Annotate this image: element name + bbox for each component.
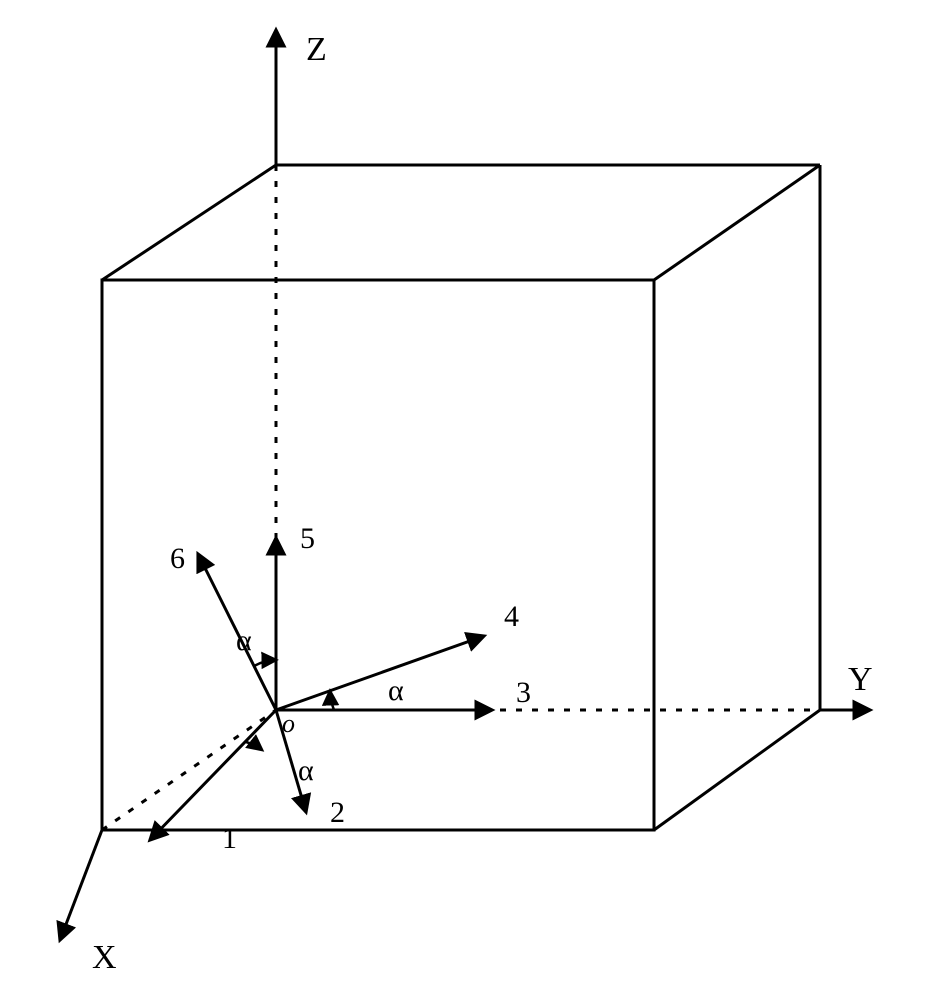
vector-4-label: 4 xyxy=(504,600,519,633)
vector-6-label: 6 xyxy=(170,542,185,575)
vector-1 xyxy=(150,710,276,840)
axis-y-label: Y xyxy=(848,661,873,698)
angle-label-a34: α xyxy=(388,674,404,707)
axis-x xyxy=(60,830,102,940)
axis-x-label: X xyxy=(92,939,117,976)
vector-4 xyxy=(276,636,484,710)
angle-label-a12: α xyxy=(298,754,314,787)
angle-label-a56: α xyxy=(236,624,252,657)
cube-edge-depth-tl xyxy=(102,165,276,280)
angle-arc-a34 xyxy=(330,691,334,710)
cube-edge-depth-br xyxy=(654,710,820,830)
vector-3-label: 3 xyxy=(516,676,531,709)
vector-2-label: 2 xyxy=(330,796,345,829)
vector-5-label: 5 xyxy=(300,522,315,555)
vector-1-label: 1 xyxy=(222,822,237,855)
angle-arc-a12 xyxy=(246,742,262,750)
axis-z-label: Z xyxy=(306,31,327,68)
cube-edge-depth-bl xyxy=(102,710,276,830)
cube-edge-depth-tr xyxy=(654,165,820,280)
angle-arc-a56 xyxy=(254,660,276,666)
